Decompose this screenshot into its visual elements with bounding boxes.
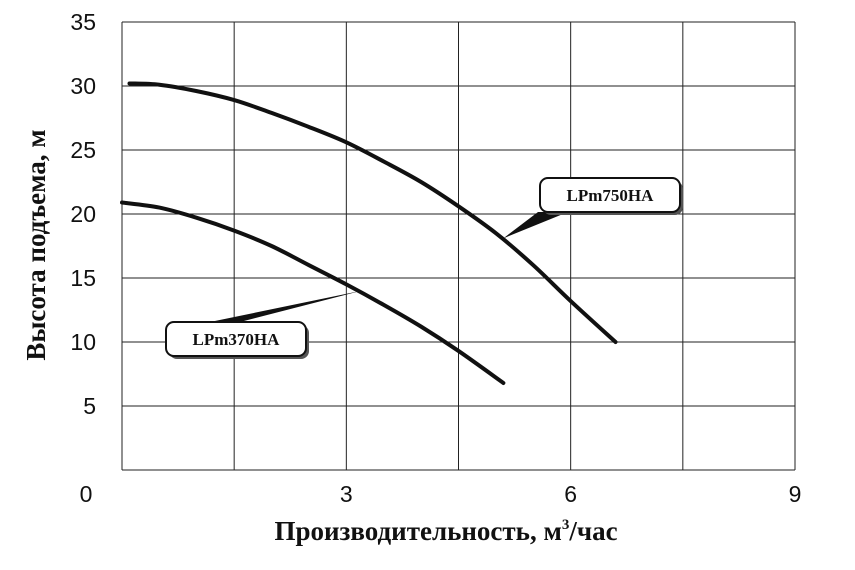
x-tick-label: 3 [340,481,353,507]
tick-labels: 5 10 15 20 25 30 35 0 3 6 9 [70,9,801,507]
x-axis-label-sup: 3 [562,517,570,533]
x-tick-label: 6 [564,481,577,507]
series-label: LPm370HA [193,330,281,349]
series-line-0 [127,81,618,344]
y-tick-label: 25 [70,137,96,163]
x-axis-label-main: Производительность, м [274,516,561,546]
callout-box [165,321,307,357]
callout-pointer [210,290,362,322]
y-tick-label: 35 [70,9,96,35]
x-axis-label-tail: /час [568,516,617,546]
y-tick-label: 30 [70,73,96,99]
callout-box [539,177,681,213]
y-tick-label: 5 [83,393,96,419]
y-tick-label: 10 [70,329,96,355]
grid [121,21,796,471]
series-label: LPm750HA [567,186,655,205]
x-tick-label: 0 [80,481,93,507]
y-tick-label: 15 [70,265,96,291]
callout-pointer [503,212,568,239]
x-axis-label: Производительность, м3/час [274,516,617,546]
y-axis-label: Высота подъема, м [21,129,51,360]
series-lines [120,81,618,385]
x-tick-label: 9 [789,481,802,507]
series-line-1 [120,200,506,385]
y-tick-label: 20 [70,201,96,227]
series-callouts: LPm750HA LPm370HA [165,177,683,359]
